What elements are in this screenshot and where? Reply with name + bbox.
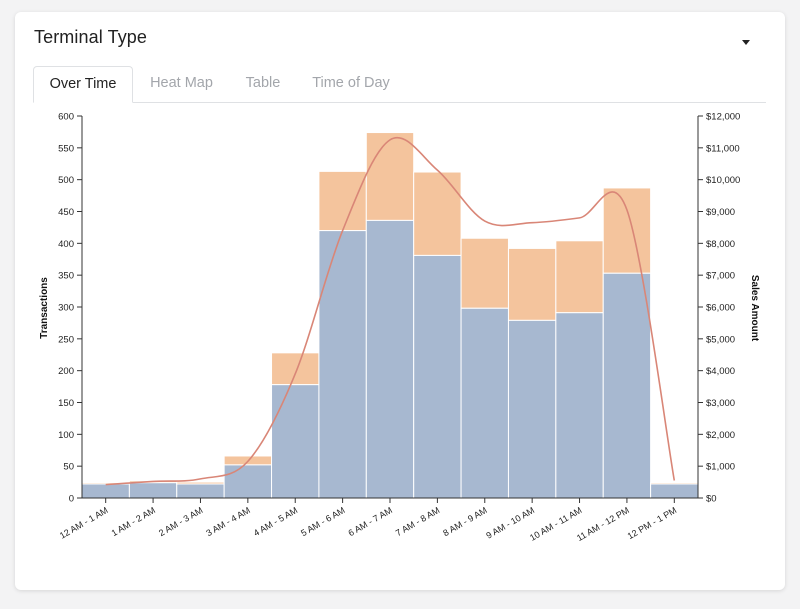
tab-heat-map[interactable]: Heat Map — [150, 75, 213, 91]
card-title: Terminal Type — [34, 27, 148, 47]
tab-bar: Over Time Heat Map Table Time of Day — [33, 66, 766, 103]
tab-time-of-day[interactable]: Time of Day — [312, 75, 390, 91]
caret-down-icon[interactable] — [742, 40, 750, 45]
tab-over-time[interactable]: Over Time — [33, 66, 133, 103]
tab-table[interactable]: Table — [245, 75, 281, 91]
